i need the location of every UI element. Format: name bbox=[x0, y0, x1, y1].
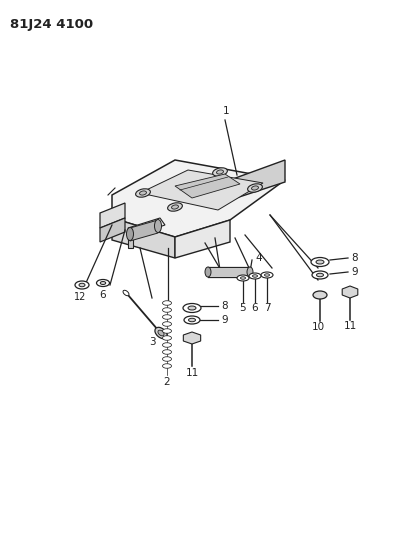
Polygon shape bbox=[130, 220, 158, 241]
Polygon shape bbox=[183, 332, 201, 344]
Text: 8: 8 bbox=[351, 253, 358, 263]
Ellipse shape bbox=[154, 220, 162, 232]
Ellipse shape bbox=[100, 281, 106, 285]
Ellipse shape bbox=[184, 316, 200, 324]
Ellipse shape bbox=[237, 275, 249, 281]
Polygon shape bbox=[342, 286, 358, 298]
Text: 7: 7 bbox=[264, 303, 270, 313]
Text: 12: 12 bbox=[74, 292, 86, 302]
Text: 2: 2 bbox=[164, 377, 170, 387]
Ellipse shape bbox=[155, 327, 167, 338]
Ellipse shape bbox=[316, 273, 324, 277]
Ellipse shape bbox=[188, 318, 196, 322]
Text: 11: 11 bbox=[186, 368, 199, 378]
Ellipse shape bbox=[183, 303, 201, 312]
Ellipse shape bbox=[158, 330, 164, 336]
Polygon shape bbox=[112, 218, 175, 258]
Ellipse shape bbox=[162, 315, 172, 319]
Ellipse shape bbox=[313, 291, 327, 299]
Ellipse shape bbox=[312, 271, 328, 279]
Polygon shape bbox=[175, 220, 230, 258]
Ellipse shape bbox=[162, 350, 172, 354]
Ellipse shape bbox=[205, 267, 211, 277]
Ellipse shape bbox=[265, 274, 269, 276]
Text: 6: 6 bbox=[252, 303, 258, 313]
Polygon shape bbox=[175, 174, 240, 198]
Polygon shape bbox=[230, 160, 285, 200]
Ellipse shape bbox=[162, 336, 172, 340]
Ellipse shape bbox=[123, 290, 129, 296]
Ellipse shape bbox=[188, 306, 196, 310]
Ellipse shape bbox=[140, 191, 146, 195]
Ellipse shape bbox=[247, 267, 253, 277]
Ellipse shape bbox=[241, 277, 245, 279]
Ellipse shape bbox=[136, 189, 150, 197]
Polygon shape bbox=[140, 170, 263, 210]
Polygon shape bbox=[112, 160, 285, 237]
Polygon shape bbox=[100, 203, 125, 228]
Ellipse shape bbox=[316, 260, 324, 264]
Ellipse shape bbox=[168, 203, 182, 211]
Text: 3: 3 bbox=[149, 337, 155, 347]
Text: 9: 9 bbox=[221, 315, 227, 325]
Text: 9: 9 bbox=[351, 267, 358, 277]
Ellipse shape bbox=[162, 322, 172, 326]
Ellipse shape bbox=[217, 170, 223, 174]
Text: 11: 11 bbox=[344, 321, 357, 331]
Text: 1: 1 bbox=[223, 106, 229, 116]
Ellipse shape bbox=[213, 168, 227, 176]
Ellipse shape bbox=[162, 301, 172, 305]
Ellipse shape bbox=[253, 274, 257, 277]
Ellipse shape bbox=[75, 281, 89, 289]
Polygon shape bbox=[208, 267, 250, 277]
Ellipse shape bbox=[172, 205, 178, 209]
Ellipse shape bbox=[261, 272, 273, 278]
Ellipse shape bbox=[251, 186, 259, 190]
Polygon shape bbox=[128, 236, 133, 248]
Ellipse shape bbox=[248, 184, 263, 192]
Polygon shape bbox=[128, 218, 165, 236]
Ellipse shape bbox=[97, 279, 109, 287]
Text: 5: 5 bbox=[240, 303, 246, 313]
Ellipse shape bbox=[162, 329, 172, 333]
Text: 10: 10 bbox=[312, 322, 324, 332]
Text: 81J24 4100: 81J24 4100 bbox=[10, 18, 93, 31]
Ellipse shape bbox=[162, 357, 172, 361]
Text: 6: 6 bbox=[100, 290, 106, 300]
Ellipse shape bbox=[249, 273, 261, 279]
Ellipse shape bbox=[162, 364, 172, 368]
Text: 8: 8 bbox=[221, 301, 227, 311]
Polygon shape bbox=[100, 218, 125, 242]
Ellipse shape bbox=[79, 283, 85, 287]
Ellipse shape bbox=[162, 343, 172, 348]
Text: 4: 4 bbox=[255, 253, 262, 263]
Ellipse shape bbox=[162, 308, 172, 312]
Ellipse shape bbox=[126, 228, 134, 240]
Ellipse shape bbox=[311, 257, 329, 266]
